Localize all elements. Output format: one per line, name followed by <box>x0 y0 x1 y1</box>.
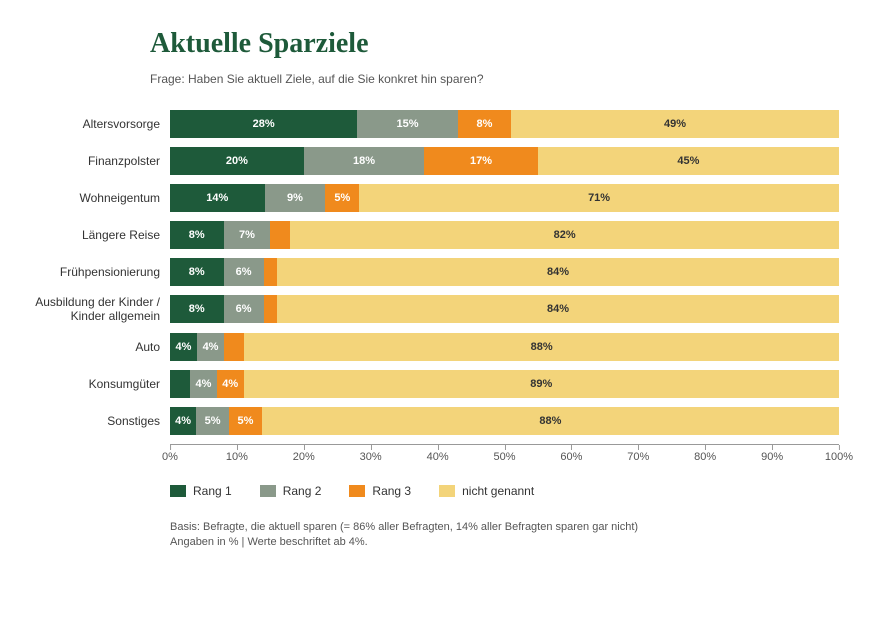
bar-segment-rang2: 18% <box>304 147 424 175</box>
stacked-bar: 8%6% 84% <box>170 295 839 323</box>
footnote-line: Basis: Befragte, die aktuell sparen (= 8… <box>170 520 839 535</box>
stacked-bar: 28%15%8%49% <box>170 110 839 138</box>
category-label: Sonstiges <box>20 414 170 428</box>
chart-row: Altersvorsorge28%15%8%49% <box>20 110 839 138</box>
chart-row: Auto4%4%88% <box>20 333 839 361</box>
legend-item: Rang 1 <box>170 484 232 498</box>
bar-segment-nicht: 88% <box>262 407 839 435</box>
bar-segment-rang1: 4% <box>170 407 196 435</box>
bar-segment-rang1: 8% <box>170 258 224 286</box>
stacked-bar: 8%7% 82% <box>170 221 839 249</box>
bar-segment-rang3: 4% <box>217 370 244 398</box>
chart-row: Wohneigentum14%9%5%71% <box>20 184 839 212</box>
chart-row: Sonstiges4%5%5%88% <box>20 407 839 435</box>
bar-segment-nicht: 82% <box>290 221 839 249</box>
x-tick: 60% <box>560 451 582 463</box>
category-label: Frühpensionierung <box>20 265 170 279</box>
x-tick: 0% <box>162 451 178 463</box>
legend-swatch <box>349 485 365 497</box>
bar-segment-rang1: 20% <box>170 147 304 175</box>
bar-segment-nicht: 49% <box>511 110 839 138</box>
chart-row: Konsumgüter4%4%89% <box>20 370 839 398</box>
bar-segment-rang1: 14% <box>170 184 265 212</box>
bar-segment-rang1: 8% <box>170 295 224 323</box>
bar-segment-rang2: 6% <box>224 295 264 323</box>
chart-row: Finanzpolster20%18%17%45% <box>20 147 839 175</box>
x-tick: 80% <box>694 451 716 463</box>
x-tick: 20% <box>293 451 315 463</box>
bar-segment-rang3: 17% <box>424 147 538 175</box>
bar-segment-nicht: 84% <box>277 295 839 323</box>
category-label: Längere Reise <box>20 228 170 242</box>
bar-segment-nicht: 71% <box>359 184 839 212</box>
bar-segment-nicht: 84% <box>277 258 839 286</box>
bar-segment-rang2: 4% <box>190 370 217 398</box>
legend-item: nicht genannt <box>439 484 534 498</box>
category-label: Konsumgüter <box>20 377 170 391</box>
x-tick: 90% <box>761 451 783 463</box>
stacked-bar: 8%6% 84% <box>170 258 839 286</box>
stacked-bar: 4%4% 88% <box>170 333 839 361</box>
legend-item: Rang 3 <box>349 484 411 498</box>
category-label: Altersvorsorge <box>20 117 170 131</box>
legend-label: Rang 1 <box>193 484 232 498</box>
bar-segment-nicht: 45% <box>538 147 839 175</box>
bar-segment-rang3: 5% <box>229 407 262 435</box>
bar-segment-rang2: 9% <box>265 184 326 212</box>
category-label: Finanzpolster <box>20 154 170 168</box>
bar-segment-nicht: 88% <box>244 333 839 361</box>
bar-segment-rang2: 7% <box>224 221 271 249</box>
stacked-bar: 4%4%89% <box>170 370 839 398</box>
footnote: Basis: Befragte, die aktuell sparen (= 8… <box>170 520 839 551</box>
chart-area: Altersvorsorge28%15%8%49%Finanzpolster20… <box>20 110 839 435</box>
legend-swatch <box>170 485 186 497</box>
bar-segment-rang2: 4% <box>197 333 224 361</box>
stacked-bar: 4%5%5%88% <box>170 407 839 435</box>
category-label: Auto <box>20 340 170 354</box>
category-label: Ausbildung der Kinder / Kinder allgemein <box>20 295 170 324</box>
bar-segment-rang2: 6% <box>224 258 264 286</box>
legend-label: Rang 3 <box>372 484 411 498</box>
x-tick: 100% <box>825 451 853 463</box>
bar-segment-rang3 <box>224 333 244 361</box>
chart-row: Frühpensionierung8%6% 84% <box>20 258 839 286</box>
bar-segment-rang2: 5% <box>196 407 229 435</box>
chart-row: Längere Reise8%7% 82% <box>20 221 839 249</box>
x-axis: 0%10%20%30%40%50%60%70%80%90%100% <box>170 444 839 466</box>
bar-segment-rang1: 8% <box>170 221 224 249</box>
x-tick: 50% <box>493 451 515 463</box>
bar-segment-rang3: 5% <box>325 184 359 212</box>
bar-segment-rang2: 15% <box>357 110 457 138</box>
x-tick: 40% <box>427 451 449 463</box>
legend-item: Rang 2 <box>260 484 322 498</box>
x-tick: 70% <box>627 451 649 463</box>
category-label: Wohneigentum <box>20 191 170 205</box>
bar-segment-rang3 <box>264 295 277 323</box>
bar-segment-rang3: 8% <box>458 110 512 138</box>
x-tick: 30% <box>360 451 382 463</box>
bar-segment-nicht: 89% <box>244 370 839 398</box>
stacked-bar: 14%9%5%71% <box>170 184 839 212</box>
stacked-bar: 20%18%17%45% <box>170 147 839 175</box>
chart-title: Aktuelle Sparziele <box>150 28 839 60</box>
legend-label: nicht genannt <box>462 484 534 498</box>
legend: Rang 1 Rang 2 Rang 3 nicht genannt <box>170 484 839 498</box>
footnote-line: Angaben in % | Werte beschriftet ab 4%. <box>170 535 839 550</box>
bar-segment-rang1: 4% <box>170 333 197 361</box>
bar-segment-rang1: 28% <box>170 110 357 138</box>
legend-swatch <box>260 485 276 497</box>
bar-segment-rang3 <box>270 221 290 249</box>
chart-subtitle: Frage: Haben Sie aktuell Ziele, auf die … <box>150 72 839 86</box>
x-tick: 10% <box>226 451 248 463</box>
legend-label: Rang 2 <box>283 484 322 498</box>
bar-segment-rang3 <box>264 258 277 286</box>
legend-swatch <box>439 485 455 497</box>
chart-row: Ausbildung der Kinder / Kinder allgemein… <box>20 295 839 324</box>
bar-segment-rang1 <box>170 370 190 398</box>
